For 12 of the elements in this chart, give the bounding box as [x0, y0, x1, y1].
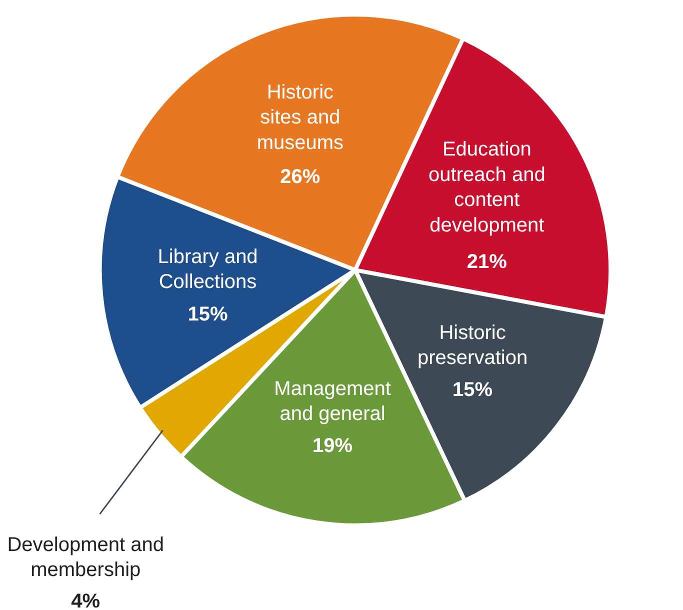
data-label: 21%: [466, 250, 508, 273]
slice-label: Library and Collections: [158, 246, 258, 294]
slice-label: Historic sites and museums: [256, 81, 344, 154]
data-label: 15%: [188, 303, 228, 326]
data-label: 26%: [280, 166, 320, 188]
slice-label: Management and general: [274, 378, 392, 426]
slice-label: Historic preservation: [418, 322, 528, 370]
slice-label: Education outreach and content development: [428, 138, 546, 236]
data-label: 4%: [71, 590, 100, 610]
data-label: 15%: [452, 379, 493, 402]
slice-label: Development and membership: [7, 534, 164, 582]
data-label: 19%: [312, 435, 353, 458]
